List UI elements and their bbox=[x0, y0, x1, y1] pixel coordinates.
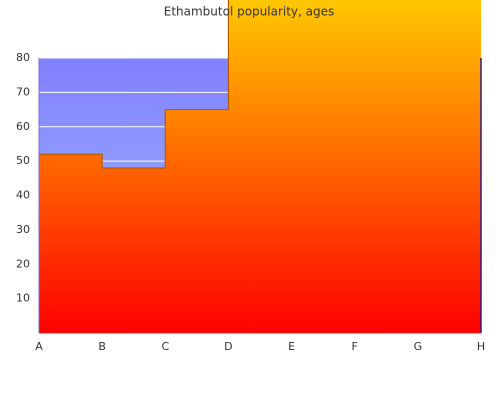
x-tick-label: D bbox=[224, 340, 232, 353]
x-tick-label: F bbox=[352, 340, 358, 353]
y-tick-label: 80 bbox=[16, 51, 30, 64]
x-tick-label: G bbox=[414, 340, 423, 353]
y-tick-label: 50 bbox=[16, 154, 30, 167]
x-tick-label: H bbox=[477, 340, 485, 353]
y-tick-label: 20 bbox=[16, 257, 30, 270]
y-tick-label: 60 bbox=[16, 120, 30, 133]
area bbox=[39, 0, 481, 333]
x-tick-label: E bbox=[288, 340, 295, 353]
x-tick-label: B bbox=[98, 340, 106, 353]
plot-area bbox=[38, 0, 482, 334]
y-tick-label: 10 bbox=[16, 292, 30, 305]
x-tick-label: C bbox=[161, 340, 169, 353]
y-tick-label: 70 bbox=[16, 85, 30, 98]
chart-title: Ethambutol popularity, ages bbox=[164, 5, 335, 19]
y-tick-label: 30 bbox=[16, 223, 30, 236]
x-tick-label: A bbox=[35, 340, 43, 353]
y-tick-label: 40 bbox=[16, 189, 30, 202]
area-line bbox=[39, 0, 230, 169]
